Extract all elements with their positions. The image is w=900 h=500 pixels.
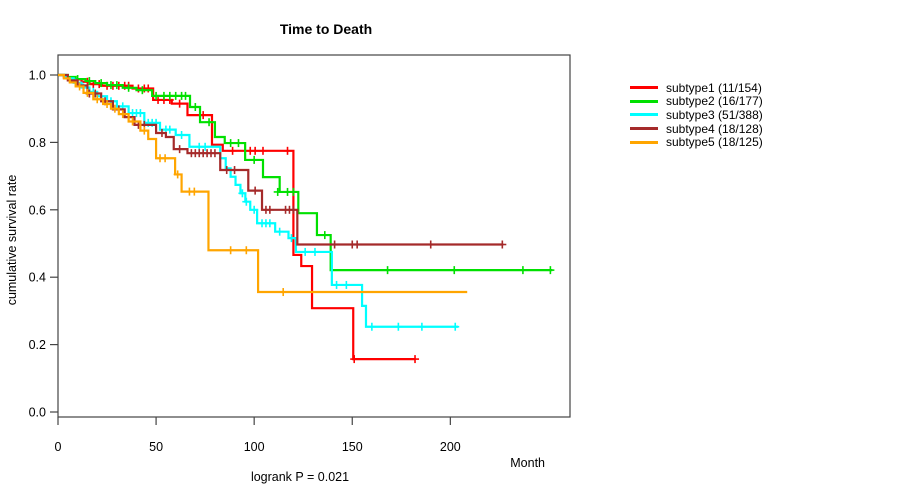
y-tick-label: 1.0 bbox=[29, 69, 46, 83]
y-tick-label: 0.8 bbox=[29, 136, 46, 150]
x-tick-label: 100 bbox=[244, 440, 265, 454]
y-tick-label: 0.0 bbox=[29, 406, 46, 420]
x-tick-label: 50 bbox=[149, 440, 163, 454]
km-curve-subtype2 bbox=[58, 73, 553, 272]
y-axis-label: cumulative survival rate bbox=[5, 174, 19, 306]
legend-item-subtype1: subtype1 (11/154) bbox=[630, 81, 763, 95]
legend-item-subtype5: subtype5 (18/125) bbox=[630, 135, 763, 149]
x-tick-label: 150 bbox=[342, 440, 363, 454]
legend-item-subtype4: subtype4 (18/128) bbox=[630, 122, 763, 136]
legend: subtype1 (11/154) subtype2 (16/177) subt… bbox=[630, 81, 763, 149]
legend-swatch-subtype1 bbox=[630, 86, 658, 90]
km-curve-subtype1 bbox=[58, 73, 416, 361]
legend-label: subtype1 (11/154) bbox=[666, 80, 762, 95]
legend-label: subtype4 (18/128) bbox=[666, 121, 763, 136]
chart-title: Time to Death bbox=[279, 21, 373, 37]
legend-label: subtype2 (16/177) bbox=[666, 94, 763, 109]
legend-swatch-subtype2 bbox=[630, 99, 658, 103]
x-tick-label: 0 bbox=[55, 440, 62, 454]
legend-swatch-subtype4 bbox=[630, 127, 658, 131]
y-tick-label: 0.2 bbox=[29, 338, 46, 352]
legend-item-subtype2: subtype2 (16/177) bbox=[630, 94, 763, 109]
y-tick-label: 0.4 bbox=[29, 271, 46, 285]
legend-label: subtype5 (18/125) bbox=[666, 135, 763, 150]
legend-swatch-subtype3 bbox=[630, 113, 658, 117]
logrank-p-annotation: logrank P = 0.021 bbox=[250, 470, 350, 484]
legend-item-subtype3: subtype3 (51/388) bbox=[630, 108, 763, 122]
x-tick-label: 200 bbox=[440, 440, 461, 454]
legend-label: subtype3 (51/388) bbox=[666, 107, 763, 122]
plot-box bbox=[57, 54, 571, 418]
x-axis-label: Month bbox=[510, 456, 545, 470]
km-curve-subtype4 bbox=[58, 73, 504, 246]
y-tick-label: 0.6 bbox=[29, 203, 46, 217]
legend-swatch-subtype5 bbox=[630, 140, 658, 144]
